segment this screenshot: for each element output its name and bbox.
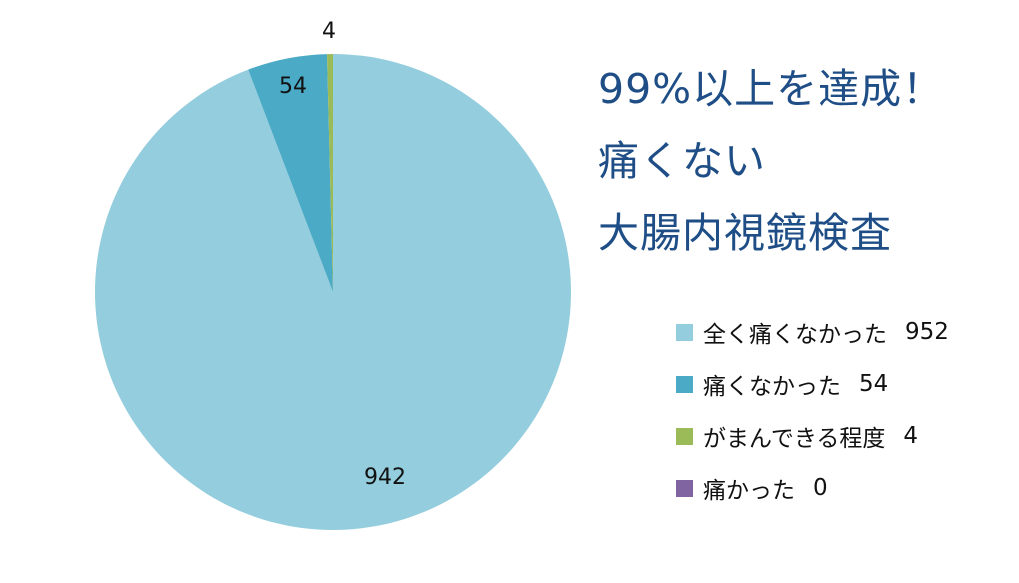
legend-swatch-icon bbox=[676, 427, 693, 445]
title-line-3: 大腸内視鏡検査 bbox=[598, 209, 892, 257]
legend-swatch-icon bbox=[676, 479, 693, 497]
legend-value: 54 bbox=[859, 371, 889, 397]
legend-item-painful: 痛かった 0 bbox=[676, 462, 949, 514]
chart-title: 99%以上を達成！ 痛くない 大腸内視鏡検査 bbox=[598, 62, 944, 260]
legend-label: がまんできる程度 bbox=[703, 426, 886, 452]
title-line-1: 99%以上を達成！ bbox=[598, 65, 945, 113]
pie-slice-1 bbox=[248, 54, 333, 292]
data-label-slice-2: 4 bbox=[322, 19, 336, 44]
legend-item-tolerable: がまんできる程度 4 bbox=[676, 410, 949, 462]
pie-slice-2 bbox=[327, 54, 333, 292]
legend-swatch-icon bbox=[676, 375, 693, 393]
legend-item-not-painful: 痛くなかった 54 bbox=[676, 358, 949, 410]
legend-value: 952 bbox=[905, 319, 949, 345]
legend-value: 0 bbox=[813, 475, 828, 501]
legend-label: 痛かった bbox=[703, 478, 795, 504]
legend: 全く痛くなかった 952 痛くなかった 54 がまんできる程度 4 痛かった 0 bbox=[676, 306, 949, 514]
legend-swatch-icon bbox=[676, 323, 693, 341]
legend-label: 痛くなかった bbox=[703, 374, 841, 400]
title-line-2: 痛くない bbox=[598, 137, 766, 185]
legend-item-not-painful-at-all: 全く痛くなかった 952 bbox=[676, 306, 949, 358]
legend-label: 全く痛くなかった bbox=[703, 322, 887, 348]
data-label-slice-1: 54 bbox=[279, 74, 307, 99]
legend-value: 4 bbox=[903, 423, 919, 449]
data-label-slice-0: 942 bbox=[364, 465, 406, 490]
